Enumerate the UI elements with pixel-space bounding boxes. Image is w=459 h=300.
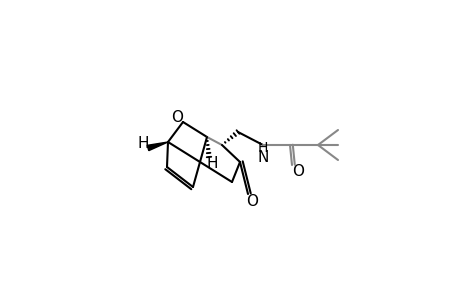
Text: N: N: [257, 149, 268, 164]
Text: H: H: [137, 136, 148, 151]
Text: O: O: [171, 110, 183, 124]
Text: O: O: [291, 164, 303, 179]
Polygon shape: [147, 142, 168, 151]
Text: H: H: [257, 141, 268, 155]
Text: H: H: [206, 155, 217, 170]
Text: O: O: [246, 194, 257, 209]
